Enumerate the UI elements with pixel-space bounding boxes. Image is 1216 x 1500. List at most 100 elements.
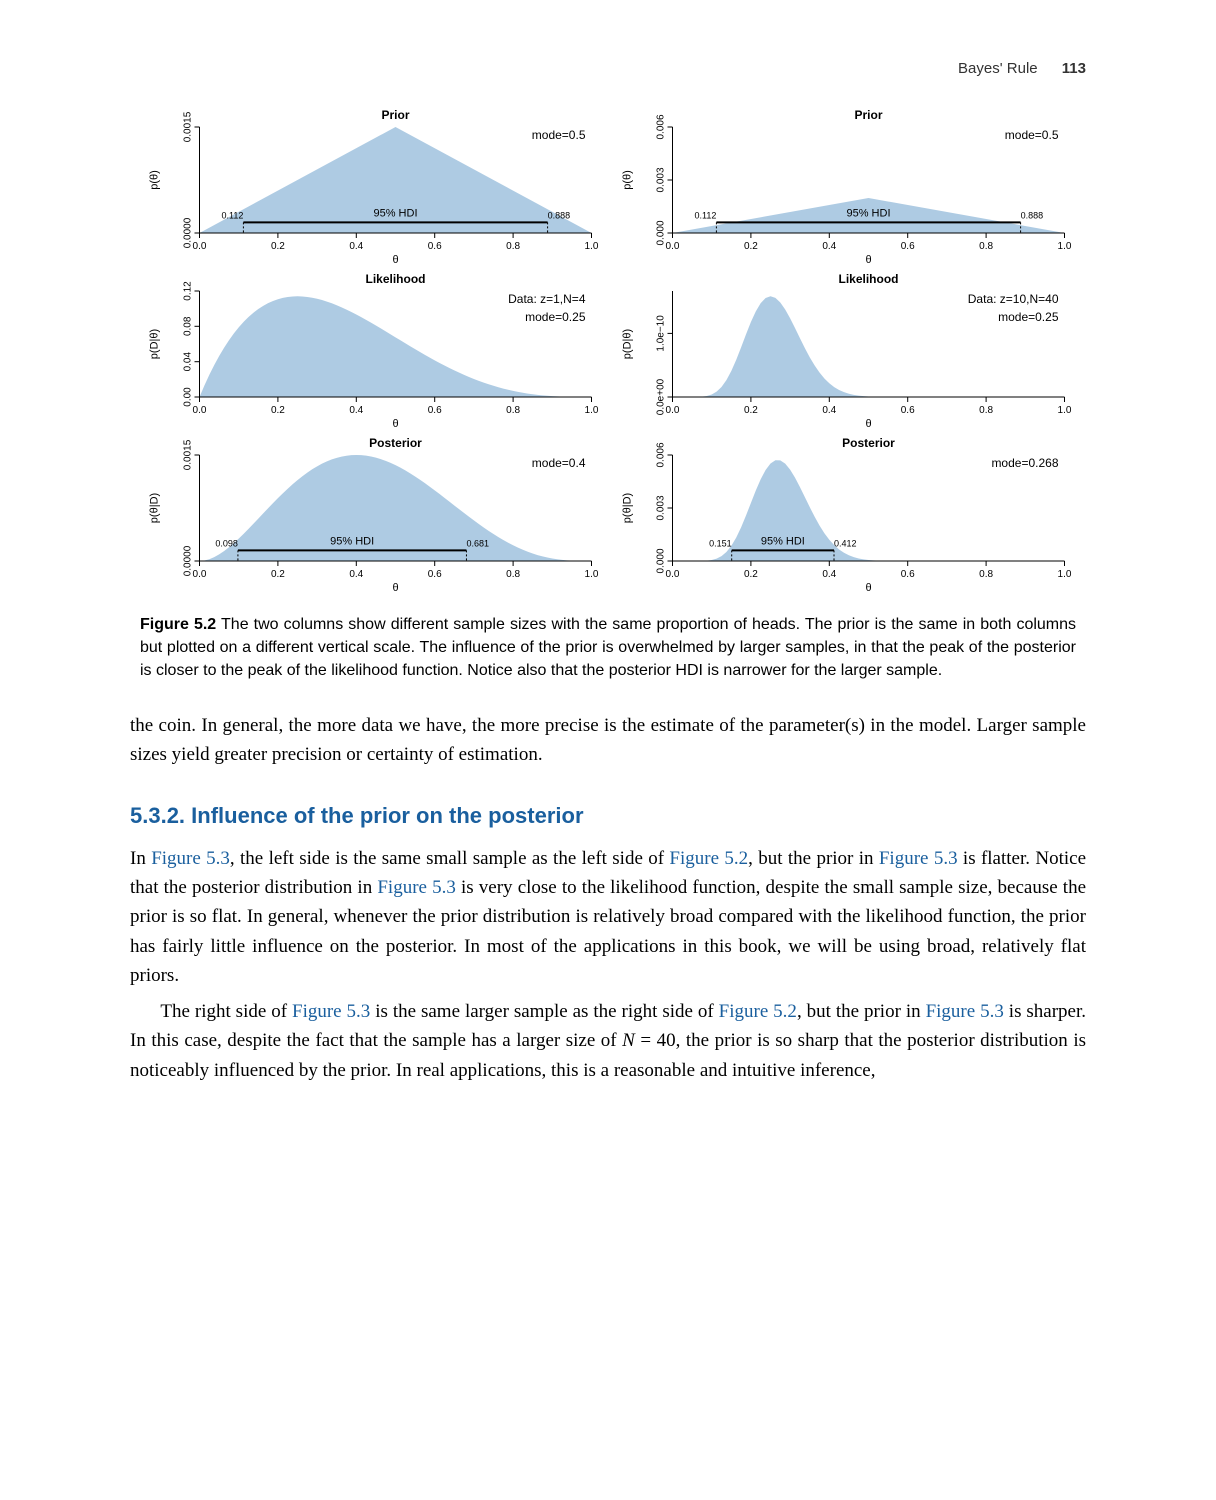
svg-text:0.2: 0.2 <box>744 569 758 580</box>
chart-panel: 95% HDI0.1120.8880.00.20.40.60.81.0θ0.00… <box>140 107 603 267</box>
svg-text:0.003: 0.003 <box>656 167 667 192</box>
figure-label: Figure 5.2 <box>140 616 216 633</box>
svg-text:Posterior: Posterior <box>842 436 895 450</box>
svg-text:θ: θ <box>865 418 871 430</box>
svg-text:mode=0.25: mode=0.25 <box>525 310 586 324</box>
svg-text:1.0: 1.0 <box>1058 241 1072 252</box>
svg-text:0.6: 0.6 <box>901 569 915 580</box>
svg-text:p(D|θ): p(D|θ) <box>149 329 161 359</box>
svg-text:0.4: 0.4 <box>822 241 836 252</box>
chart-panel: 95% HDI0.0980.6810.00.20.40.60.81.0θ0.00… <box>140 435 603 595</box>
svg-text:p(θ|D): p(θ|D) <box>622 493 634 523</box>
svg-text:1.0: 1.0 <box>1058 569 1072 580</box>
figure-link[interactable]: Figure 5.3 <box>926 1001 1004 1022</box>
svg-text:mode=0.5: mode=0.5 <box>1005 128 1059 142</box>
svg-text:θ: θ <box>865 582 871 594</box>
svg-text:0.000: 0.000 <box>656 220 667 245</box>
svg-text:Data: z=1,N=4: Data: z=1,N=4 <box>508 292 586 306</box>
svg-text:0.151: 0.151 <box>709 538 732 548</box>
figure-link[interactable]: Figure 5.3 <box>879 848 958 869</box>
svg-text:p(θ|D): p(θ|D) <box>149 493 161 523</box>
svg-text:0.8: 0.8 <box>506 241 520 252</box>
svg-text:Prior: Prior <box>854 108 882 122</box>
svg-text:0.0000: 0.0000 <box>183 217 194 248</box>
svg-text:0.6: 0.6 <box>428 241 442 252</box>
svg-text:0.2: 0.2 <box>744 241 758 252</box>
figure-5-2: 95% HDI0.1120.8880.00.20.40.60.81.0θ0.00… <box>130 107 1086 683</box>
svg-text:0.8: 0.8 <box>979 405 993 416</box>
svg-text:0.08: 0.08 <box>183 316 194 336</box>
svg-text:0.112: 0.112 <box>695 210 717 220</box>
svg-text:0.6: 0.6 <box>901 241 915 252</box>
svg-text:0.8: 0.8 <box>979 241 993 252</box>
paragraph-continuation: the coin. In general, the more data we h… <box>130 711 1086 770</box>
svg-text:95% HDI: 95% HDI <box>373 207 417 219</box>
svg-text:0.0: 0.0 <box>666 241 680 252</box>
svg-text:0.0: 0.0 <box>193 241 207 252</box>
svg-text:0.412: 0.412 <box>834 538 857 548</box>
chart-panel: 95% HDI 0.151 0.412 0.0 0.2 0.4 0.6 0.8 1.0 θ 0.00… <box>613 435 1076 595</box>
svg-text:θ: θ <box>865 254 871 266</box>
svg-text:0.0: 0.0 <box>666 569 680 580</box>
svg-text:0.2: 0.2 <box>271 405 285 416</box>
svg-text:mode=0.268: mode=0.268 <box>991 456 1058 470</box>
page-number: 113 <box>1062 60 1086 77</box>
svg-text:0.4: 0.4 <box>349 405 363 416</box>
svg-text:0.000: 0.000 <box>656 548 667 573</box>
svg-text:0.888: 0.888 <box>548 210 571 220</box>
svg-text:95% HDI: 95% HDI <box>846 207 890 219</box>
svg-text:0.0: 0.0 <box>193 405 207 416</box>
page: Bayes' Rule 113 95% HDI 0.112 0.888 0.0 0.2 0… <box>0 0 1216 1171</box>
svg-text:p(θ): p(θ) <box>622 170 634 190</box>
svg-text:0.0015: 0.0015 <box>183 111 194 142</box>
svg-text:mode=0.5: mode=0.5 <box>532 128 586 142</box>
figure-caption: Figure 5.2 The two columns show differen… <box>140 613 1076 683</box>
svg-text:0.006: 0.006 <box>656 442 667 467</box>
svg-text:1.0: 1.0 <box>1058 405 1072 416</box>
svg-text:0.6: 0.6 <box>428 569 442 580</box>
figure-link[interactable]: Figure 5.3 <box>292 1001 370 1022</box>
svg-text:0.0e+00: 0.0e+00 <box>656 378 667 415</box>
running-head-title: Bayes' Rule <box>958 60 1038 77</box>
svg-text:0.003: 0.003 <box>656 495 667 520</box>
svg-text:0.00: 0.00 <box>183 387 194 407</box>
figure-link[interactable]: Figure 5.2 <box>669 848 748 869</box>
running-head: Bayes' Rule 113 <box>130 60 1086 77</box>
svg-text:0.8: 0.8 <box>506 569 520 580</box>
svg-text:p(D|θ): p(D|θ) <box>622 329 634 359</box>
body-text: the coin. In general, the more data we h… <box>130 711 1086 1085</box>
svg-text:0.0000: 0.0000 <box>183 545 194 576</box>
chart-panel: 0.00.20.40.60.81.0θ0.000.040.080.12p(D|θ… <box>140 271 603 431</box>
svg-text:0.681: 0.681 <box>466 538 489 548</box>
chart-panel: 0.00.20.40.60.81.0θ0.0e+001.0e−10p(D|θ)L… <box>613 271 1076 431</box>
svg-text:mode=0.25: mode=0.25 <box>998 310 1059 324</box>
svg-text:Prior: Prior <box>381 108 409 122</box>
svg-text:1.0: 1.0 <box>585 241 599 252</box>
svg-text:0.4: 0.4 <box>822 569 836 580</box>
svg-text:Likelihood: Likelihood <box>839 272 899 286</box>
svg-text:95% HDI: 95% HDI <box>761 535 805 547</box>
svg-text:0.6: 0.6 <box>901 405 915 416</box>
svg-text:Data: z=10,N=40: Data: z=10,N=40 <box>968 292 1059 306</box>
svg-text:0.8: 0.8 <box>979 569 993 580</box>
svg-text:0.12: 0.12 <box>183 281 194 301</box>
svg-text:p(θ): p(θ) <box>149 170 161 190</box>
svg-text:0.8: 0.8 <box>506 405 520 416</box>
svg-text:0.2: 0.2 <box>744 405 758 416</box>
figure-link[interactable]: Figure 5.3 <box>151 848 230 869</box>
svg-text:95% HDI: 95% HDI <box>330 535 374 547</box>
svg-text:0.4: 0.4 <box>349 569 363 580</box>
svg-text:1.0: 1.0 <box>585 569 599 580</box>
svg-text:θ: θ <box>392 418 398 430</box>
svg-text:Posterior: Posterior <box>369 436 422 450</box>
paragraph-3: The right side of Figure 5.3 is the same… <box>130 997 1086 1085</box>
figure-link[interactable]: Figure 5.3 <box>377 877 456 898</box>
svg-text:0.888: 0.888 <box>1021 210 1044 220</box>
svg-text:0.04: 0.04 <box>183 352 194 372</box>
svg-text:0.098: 0.098 <box>215 538 238 548</box>
svg-text:0.0015: 0.0015 <box>183 439 194 470</box>
svg-text:0.2: 0.2 <box>271 569 285 580</box>
figure-panel-grid: 95% HDI0.1120.8880.00.20.40.60.81.0θ0.00… <box>140 107 1076 595</box>
svg-text:0.4: 0.4 <box>822 405 836 416</box>
figure-link[interactable]: Figure 5.2 <box>719 1001 797 1022</box>
